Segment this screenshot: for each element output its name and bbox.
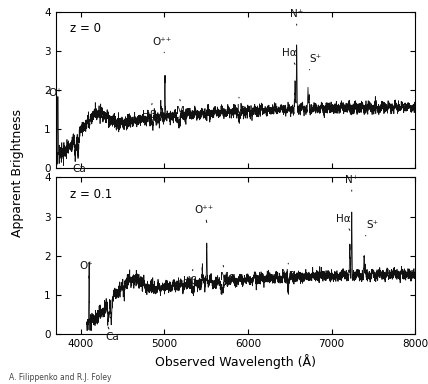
Text: z = 0.1: z = 0.1 [70, 189, 112, 202]
Text: Hα: Hα [282, 48, 296, 65]
Text: Mg: Mg [176, 99, 191, 116]
Text: Hα: Hα [336, 214, 351, 230]
Text: Ca: Ca [72, 161, 86, 174]
Text: Hβ: Hβ [183, 270, 198, 286]
Text: Na: Na [281, 263, 295, 280]
Text: Mg: Mg [220, 265, 235, 282]
Text: N⁺: N⁺ [290, 8, 303, 25]
Text: S⁺: S⁺ [366, 220, 378, 236]
Text: Ca: Ca [105, 327, 119, 342]
Text: z = 0: z = 0 [70, 23, 101, 35]
Text: O⁺: O⁺ [48, 88, 62, 105]
Text: S⁺: S⁺ [309, 55, 322, 70]
Text: A. Filippenko and R.J. Foley: A. Filippenko and R.J. Foley [9, 373, 111, 382]
X-axis label: Observed Wavelength (Å): Observed Wavelength (Å) [155, 354, 316, 369]
Text: O⁺⁺: O⁺⁺ [194, 205, 214, 222]
Text: Hβ: Hβ [142, 103, 157, 120]
Text: O⁺: O⁺ [80, 261, 93, 278]
Text: Na: Na [232, 97, 246, 114]
Text: N⁺: N⁺ [345, 175, 358, 191]
Text: Apparent Brightness: Apparent Brightness [11, 109, 24, 237]
Text: O⁺⁺: O⁺⁺ [152, 37, 172, 53]
